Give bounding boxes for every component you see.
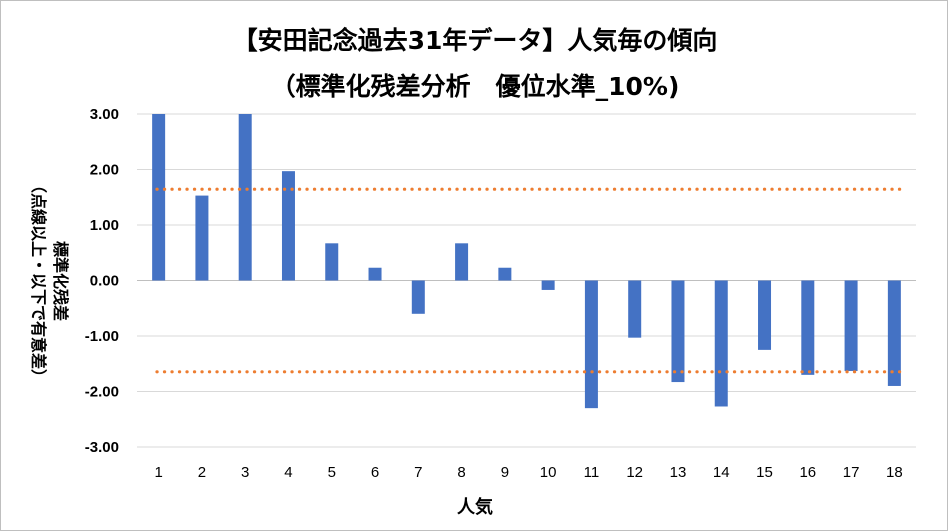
y-tick-label: 0.00 [90,273,119,290]
bar-10 [541,280,555,290]
bar-3 [238,114,252,281]
x-tick-label: 13 [670,464,687,481]
bar-6 [368,267,382,281]
bar-2 [195,195,209,281]
x-tick-label: 16 [799,464,816,481]
bar-9 [498,267,512,281]
x-tick-label: 2 [198,464,206,481]
bar-13 [671,280,685,383]
bar-1 [152,114,166,281]
y-tick-label: 1.00 [90,217,119,234]
y-tick-label: -3.00 [85,439,119,456]
x-tick-label: 12 [626,464,643,481]
y-tick-label: -1.00 [85,328,119,345]
x-tick-label: 18 [886,464,903,481]
x-tick-label: 4 [284,464,292,481]
chart-subtitle: （標準化残差分析 優位水準_10%) [270,72,680,101]
bar-16 [801,280,815,375]
x-tick-label: 15 [756,464,773,481]
x-tick-label: 10 [540,464,557,481]
x-tick-label: 17 [843,464,860,481]
x-axis-label: 人気 [457,497,493,518]
bar-15 [758,280,772,350]
x-tick-label: 5 [328,464,336,481]
bar-18 [887,280,901,386]
bar-5 [325,243,339,281]
bar-7 [411,280,425,314]
y-tick-label: 3.00 [90,106,119,123]
bar-17 [844,280,858,371]
x-tick-label: 6 [371,464,379,481]
x-tick-label: 8 [457,464,465,481]
chart-title: 【安田記念過去31年データ】人気毎の傾向 [232,26,718,55]
bar-11 [584,280,598,409]
bar-4 [281,171,295,281]
bar-12 [628,280,642,338]
y-tick-label: 2.00 [90,162,119,179]
y-tick-label: -2.00 [85,384,119,401]
x-tick-label: 7 [414,464,422,481]
x-tick-label: 11 [584,464,600,481]
x-tick-label: 14 [713,464,730,481]
bar-14 [714,280,728,407]
bar-8 [455,243,469,281]
x-tick-label: 9 [501,464,509,481]
x-tick-label: 1 [154,464,162,481]
x-tick-label: 3 [241,464,249,481]
